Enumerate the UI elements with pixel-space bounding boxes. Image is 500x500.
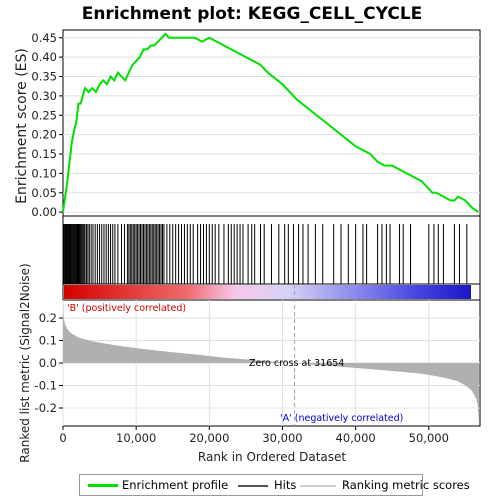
es-y-tick-label: 0.15 xyxy=(31,147,57,161)
chart-title: Enrichment plot: KEGG_CELL_CYCLE xyxy=(82,4,423,24)
ranking-metric-area xyxy=(63,300,479,424)
metric-x-tick-label: 20,000 xyxy=(189,431,229,445)
metric-y-tick-label: 0.0 xyxy=(39,356,57,370)
es-gridlines xyxy=(63,37,480,213)
es-y-ticks: 0.00 0.05 0.10 0.15 0.20 0.25 0.30 0.35 0.40 0.45 xyxy=(31,31,63,219)
es-panel-frame xyxy=(62,29,481,217)
es-y-tick-label: 0.10 xyxy=(31,166,57,180)
legend-enrichment-label: Enrichment profile xyxy=(122,478,229,492)
es-y-tick-label: 0.30 xyxy=(31,89,57,103)
metric-y-axis-label: Ranked list metric (Signal2Noise) xyxy=(18,263,32,462)
metric-x-tick-label: 30,000 xyxy=(262,431,302,445)
metric-x-tick-label: 0 xyxy=(59,431,66,445)
metric-y-tick-label: 0.2 xyxy=(39,311,57,325)
positive-correlated-label: 'B' (positively correlated) xyxy=(67,303,186,314)
es-y-axis-label: Enrichment score (ES) xyxy=(14,48,30,204)
metric-y-tick-label: 0.1 xyxy=(39,334,57,348)
metric-y-tick-label: -0.1 xyxy=(35,379,57,393)
zero-cross-label: Zero cross at 31654 xyxy=(249,358,344,369)
es-y-tick-label: 0.40 xyxy=(31,50,57,64)
legend-hits-label: Hits xyxy=(274,478,297,492)
metric-y-ticks: -0.2 -0.1 0.0 0.1 0.2 xyxy=(35,311,63,415)
legend-metric-swatch xyxy=(300,485,336,487)
es-y-tick-label: 0.20 xyxy=(31,128,57,142)
heat-bar-gradient xyxy=(64,285,471,299)
es-y-tick-label: 0.35 xyxy=(31,70,57,84)
es-y-tick-label: 0.05 xyxy=(31,186,57,200)
metric-x-axis-label: Rank in Ordered Dataset xyxy=(198,450,346,464)
es-y-tick-label: 0.00 xyxy=(31,205,57,219)
hits-markers xyxy=(63,224,468,284)
es-y-tick-label: 0.25 xyxy=(31,108,57,122)
legend-hits-swatch xyxy=(238,485,268,487)
metric-x-tick-label: 40,000 xyxy=(336,431,376,445)
metric-x-tick-label: 10,000 xyxy=(116,431,156,445)
legend: Enrichment profile Hits Ranking metric s… xyxy=(79,474,470,496)
negative-correlated-label: 'A' (negatively correlated) xyxy=(280,413,403,424)
enrichment-profile-line xyxy=(62,32,480,213)
legend-enrichment-swatch xyxy=(88,484,118,487)
legend-metric-label: Ranking metric scores xyxy=(342,478,470,492)
metric-x-tick-label: 50,000 xyxy=(409,431,449,445)
metric-y-tick-label: -0.2 xyxy=(35,401,57,415)
metric-x-ticks: 0 10,000 20,000 30,000 40,000 50,000 xyxy=(59,426,449,445)
es-y-tick-label: 0.45 xyxy=(31,31,57,45)
